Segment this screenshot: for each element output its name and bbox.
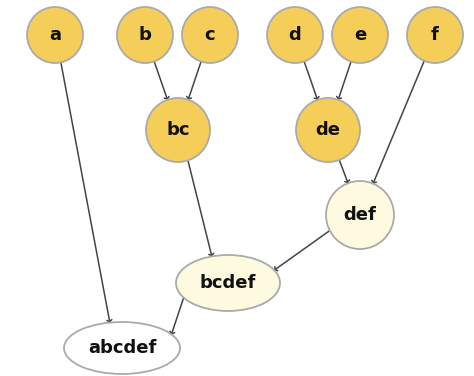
Ellipse shape: [326, 181, 394, 249]
Ellipse shape: [64, 322, 180, 374]
Ellipse shape: [146, 98, 210, 162]
Ellipse shape: [407, 7, 463, 63]
Text: bc: bc: [166, 121, 190, 139]
Text: e: e: [354, 26, 366, 44]
Ellipse shape: [182, 7, 238, 63]
Text: c: c: [205, 26, 215, 44]
Ellipse shape: [296, 98, 360, 162]
Ellipse shape: [267, 7, 323, 63]
Text: d: d: [289, 26, 301, 44]
Text: b: b: [138, 26, 151, 44]
Text: f: f: [431, 26, 439, 44]
Text: bcdef: bcdef: [200, 274, 256, 292]
Text: a: a: [49, 26, 61, 44]
Ellipse shape: [176, 255, 280, 311]
Ellipse shape: [332, 7, 388, 63]
Ellipse shape: [117, 7, 173, 63]
Text: abcdef: abcdef: [88, 339, 156, 357]
Ellipse shape: [27, 7, 83, 63]
Text: de: de: [316, 121, 340, 139]
Text: def: def: [344, 206, 376, 224]
